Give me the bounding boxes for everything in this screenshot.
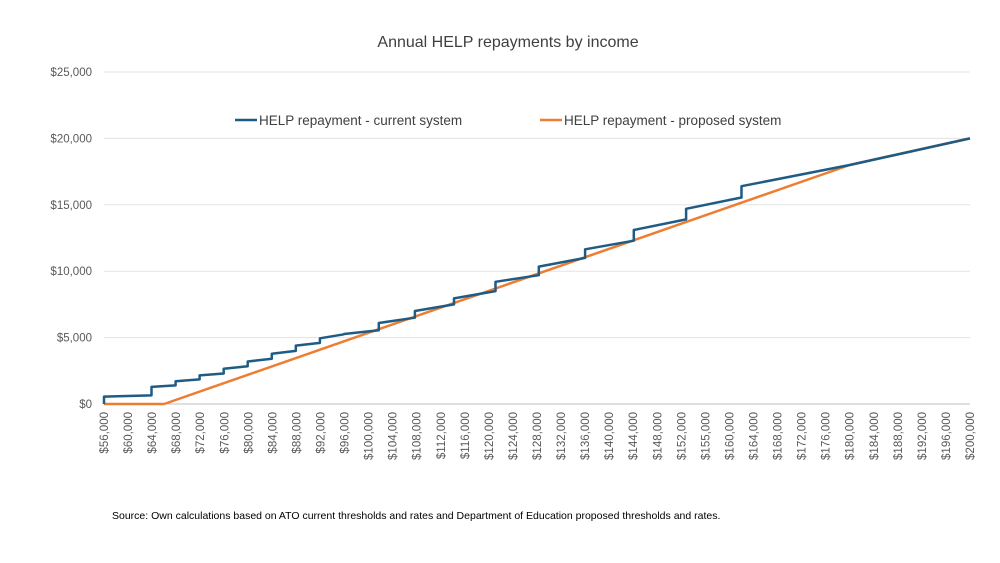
x-tick-label: $132,000 (556, 412, 568, 460)
x-tick-label: $80,000 (243, 412, 255, 454)
x-tick-label: $164,000 (749, 412, 761, 460)
x-tick-label: $128,000 (532, 412, 544, 460)
x-tick-label: $68,000 (171, 412, 183, 454)
x-tick-label: $136,000 (580, 412, 592, 460)
x-tick-label: $192,000 (917, 412, 929, 460)
x-tick-label: $160,000 (724, 412, 736, 460)
x-tick-label: $155,000 (700, 412, 712, 460)
x-tick-label: $200,000 (965, 412, 977, 460)
x-tick-label: $184,000 (869, 412, 881, 460)
chart-title: Annual HELP repayments by income (377, 34, 638, 51)
x-tick-label: $60,000 (123, 412, 135, 454)
y-tick-label: $25,000 (50, 67, 92, 79)
legend: HELP repayment - current system HELP rep… (235, 113, 781, 128)
x-tick-label: $116,000 (460, 412, 472, 459)
x-tick-label: $112,000 (436, 412, 448, 459)
x-tick-label: $176,000 (821, 412, 833, 460)
y-tick-label: $5,000 (57, 333, 92, 345)
y-axis-ticks: $0 $5,000 $10,000 $15,000 $20,000 $25,000 (50, 67, 92, 411)
x-tick-label: $64,000 (147, 412, 159, 454)
y-tick-label: $15,000 (50, 200, 92, 212)
x-tick-label: $76,000 (219, 412, 231, 454)
series-lines (102, 137, 971, 406)
y-tick-label: $10,000 (50, 266, 92, 278)
source-note: Source: Own calculations based on ATO cu… (112, 510, 721, 522)
grid (104, 71, 970, 405)
x-tick-label: $124,000 (508, 412, 520, 460)
x-tick-label: $144,000 (628, 412, 640, 460)
x-tick-label: $92,000 (316, 412, 328, 454)
y-tick-label: $0 (79, 399, 92, 411)
x-tick-label: $172,000 (797, 412, 809, 460)
x-tick-label: $72,000 (195, 412, 207, 454)
x-axis-ticks: $56,000 $60,000 $64,000 $68,000 $72,000 $76,0… (99, 412, 977, 460)
x-tick-label: $140,000 (604, 412, 616, 460)
x-tick-label: $108,000 (412, 412, 424, 460)
y-tick-label: $20,000 (50, 133, 92, 145)
x-tick-label: $180,000 (845, 412, 857, 460)
legend-label-proposed: HELP repayment - proposed system (564, 113, 781, 128)
x-tick-label: $56,000 (99, 412, 111, 454)
x-tick-label: $88,000 (291, 412, 303, 454)
series-line-current (102, 137, 971, 404)
x-tick-label: $196,000 (941, 412, 953, 460)
x-tick-label: $120,000 (484, 412, 496, 460)
x-tick-label: $152,000 (676, 412, 688, 460)
x-tick-label: $100,000 (364, 412, 376, 460)
x-tick-label: $188,000 (893, 412, 905, 460)
x-tick-label: $168,000 (773, 412, 785, 460)
x-tick-label: $148,000 (652, 412, 664, 460)
legend-label-current: HELP repayment - current system (259, 113, 462, 128)
x-tick-label: $96,000 (340, 412, 352, 454)
x-tick-label: $84,000 (267, 412, 279, 454)
x-tick-label: $104,000 (388, 412, 400, 460)
